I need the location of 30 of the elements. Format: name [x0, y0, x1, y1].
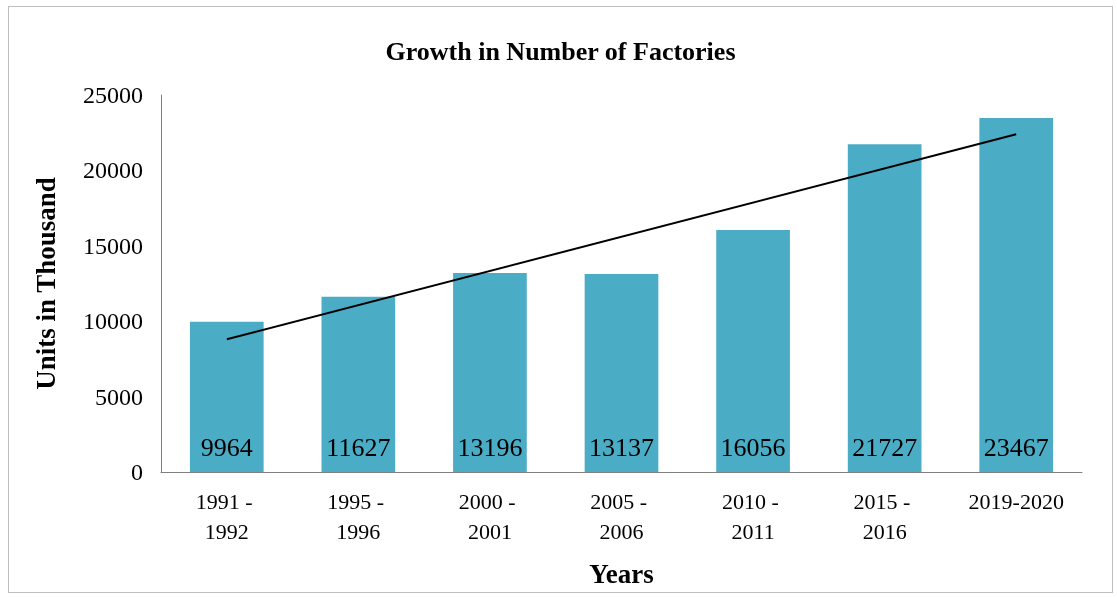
y-tick-label: 5000: [95, 383, 143, 410]
y-tick-label: 15000: [83, 232, 143, 259]
data-label: 21727: [852, 432, 918, 462]
y-tick-label: 25000: [83, 82, 143, 108]
x-axis-title: Years: [589, 558, 654, 589]
x-tick-label: 1991 - 1992: [195, 488, 258, 544]
x-tick-label: 2019-2020: [968, 488, 1064, 514]
x-tick-label: 2005 - 2006: [590, 488, 653, 544]
y-tick-label: 0: [131, 459, 143, 485]
y-tick-label: 10000: [83, 308, 143, 335]
data-label: 23467: [983, 432, 1049, 462]
x-tick-label: 1995 - 1996: [327, 488, 390, 544]
y-axis-title: Units in Thousand: [30, 177, 61, 390]
data-label: 9964: [200, 432, 253, 462]
y-tick-label: 20000: [83, 157, 143, 184]
bar: [584, 273, 659, 472]
bar: [979, 118, 1054, 472]
bar: [716, 229, 790, 472]
data-label: 11627: [326, 432, 391, 462]
bar: [453, 273, 527, 472]
x-tick-label: 2015 - 2016: [853, 488, 916, 544]
bar: [189, 321, 264, 472]
x-tick-label: 2000 - 2001: [458, 488, 522, 544]
bar: [847, 144, 922, 472]
data-label: 13196: [457, 432, 523, 462]
data-label: 16056: [720, 432, 786, 462]
data-label: 13137: [589, 432, 654, 462]
x-tick-label: 2010 - 2011: [721, 488, 785, 544]
chart-title: Growth in Number of Factories: [385, 36, 736, 66]
bar: [321, 296, 396, 472]
